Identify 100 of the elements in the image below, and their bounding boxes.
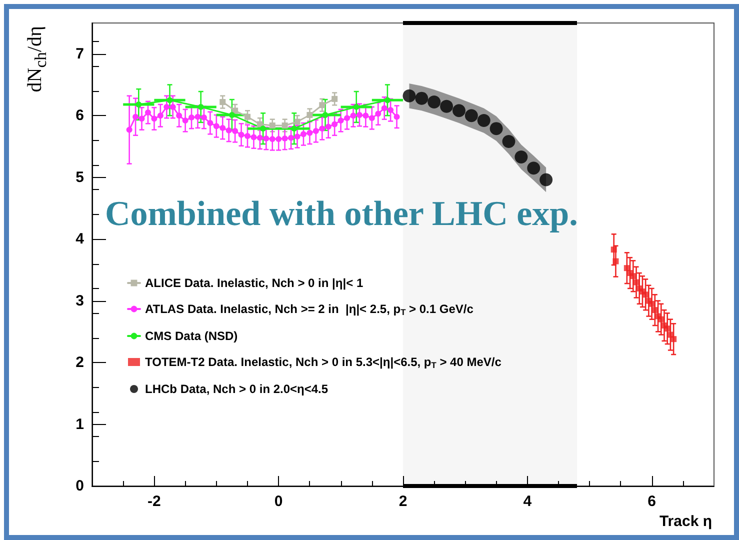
point [381, 105, 388, 112]
point [256, 134, 263, 141]
y-tick-label: 2 [76, 354, 84, 372]
point [220, 124, 226, 131]
point [288, 134, 294, 141]
point [490, 122, 503, 136]
y-tick-label: 3 [76, 292, 84, 310]
point [464, 109, 478, 122]
point [276, 136, 282, 142]
point [164, 104, 170, 110]
point [368, 115, 375, 122]
point [294, 134, 300, 140]
point [658, 316, 664, 322]
x-tick-label: -2 [148, 493, 161, 510]
x-tick-label: 2 [398, 493, 408, 510]
point [362, 112, 369, 119]
point [633, 279, 640, 286]
point [207, 120, 214, 126]
point [282, 122, 288, 128]
point [415, 92, 428, 105]
point [630, 273, 636, 280]
point [269, 122, 276, 128]
point [263, 135, 270, 142]
point [344, 115, 350, 122]
point [306, 112, 313, 118]
point [200, 114, 207, 120]
point [332, 121, 338, 128]
point [440, 100, 454, 113]
legend-label: ALICE Data. Inelastic, Nch > 0 in |η|< 1 [145, 276, 364, 290]
point [527, 162, 540, 175]
point [188, 114, 195, 120]
point [356, 112, 362, 118]
point [338, 118, 344, 124]
point [402, 89, 416, 102]
point [394, 114, 400, 120]
point [228, 112, 235, 118]
point [652, 307, 658, 314]
point [319, 102, 326, 108]
point [244, 132, 250, 139]
point [664, 326, 670, 332]
point [353, 104, 360, 110]
point [300, 131, 306, 138]
point [642, 292, 649, 298]
point [238, 132, 244, 138]
point [151, 116, 158, 122]
annotation: Combined with other LHC exp. [105, 194, 578, 233]
point [198, 104, 204, 110]
point [213, 123, 220, 130]
point [624, 265, 630, 272]
point [670, 336, 677, 342]
point [540, 173, 553, 186]
y-tick-label: 1 [76, 416, 84, 433]
point [244, 114, 250, 120]
point [138, 116, 145, 122]
point [648, 300, 655, 307]
point [157, 112, 164, 119]
point [291, 126, 298, 132]
point [166, 97, 173, 104]
point [126, 126, 132, 133]
point [384, 97, 390, 104]
point [312, 128, 319, 134]
legend-label: LHCb Data, Nch > 0 in 2.0<η<4.5 [145, 382, 328, 396]
point [452, 104, 466, 118]
point [375, 110, 382, 117]
x-tick-label: 4 [523, 493, 532, 510]
point [477, 114, 490, 128]
point [226, 127, 232, 134]
y-tick-label: 4 [76, 230, 85, 248]
point [319, 126, 326, 132]
point [282, 135, 288, 142]
point [136, 101, 142, 108]
point [322, 112, 328, 118]
y-tick-label: 0 [76, 478, 84, 494]
point [325, 124, 332, 130]
point [306, 130, 313, 136]
point [350, 112, 356, 119]
point [502, 135, 516, 148]
y-tick-label: 5 [76, 168, 84, 186]
point [170, 104, 176, 110]
point [388, 107, 394, 114]
point [232, 108, 238, 114]
y-tick-label: 7 [76, 45, 84, 62]
x-tick-label: 6 [648, 493, 656, 510]
point [144, 110, 151, 116]
point [132, 114, 139, 120]
point [182, 118, 188, 124]
point [260, 126, 266, 132]
point [428, 96, 441, 109]
x-axis-title: Track η [659, 513, 712, 530]
point [269, 136, 276, 142]
point [514, 150, 528, 164]
point [176, 112, 182, 119]
point [232, 128, 238, 134]
point [220, 99, 226, 106]
x-tick-label: 0 [274, 493, 283, 510]
legend-label: CMS Data (NSD) [145, 329, 238, 343]
point [332, 96, 338, 102]
point [194, 114, 201, 120]
y-tick-label: 6 [76, 107, 84, 124]
point [250, 134, 257, 140]
